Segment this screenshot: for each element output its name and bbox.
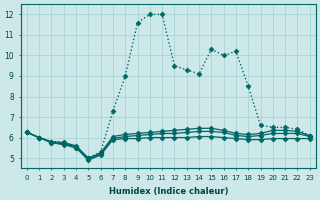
X-axis label: Humidex (Indice chaleur): Humidex (Indice chaleur) <box>108 187 228 196</box>
